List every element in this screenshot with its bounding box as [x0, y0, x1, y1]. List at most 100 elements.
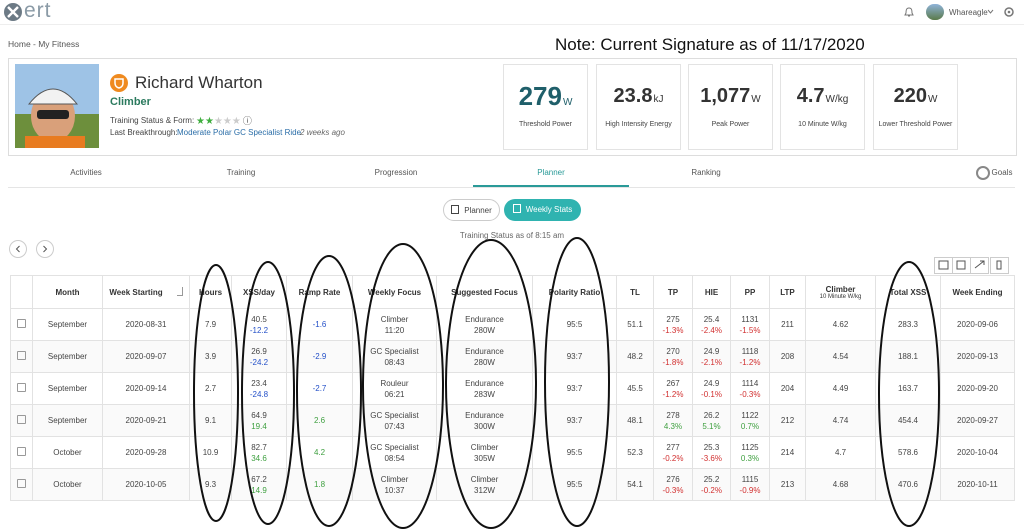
- cell-text: 163.7: [897, 384, 919, 393]
- tab-divider: [8, 187, 1015, 188]
- row-checkbox[interactable]: [17, 382, 26, 392]
- cell-text: 188.1: [897, 352, 919, 361]
- header-cell: Total XSS: [875, 275, 941, 309]
- table-cell: 277 -0.2%: [653, 436, 693, 469]
- cell-text: 93:7: [566, 384, 583, 393]
- table-cell: 213: [769, 468, 806, 501]
- cell-main: 277: [666, 442, 680, 452]
- cell-main: 24.9: [703, 346, 720, 356]
- breadcrumb: Home - My Fitness: [8, 39, 80, 49]
- settings-icon[interactable]: [1003, 6, 1015, 18]
- cell-text: 4.54: [832, 352, 849, 361]
- logo-text: ert: [24, 0, 52, 22]
- cell-main: Endurance: [465, 378, 504, 388]
- bell-icon[interactable]: [904, 7, 914, 18]
- pager[interactable]: [8, 240, 58, 260]
- row-checkbox[interactable]: [17, 350, 26, 360]
- table-cell: 40.5 -12.2: [231, 308, 287, 341]
- cell-text: 578.6: [897, 448, 919, 457]
- table-cell: 1131 -1.5%: [730, 308, 770, 341]
- table-cell: 275 -1.3%: [653, 308, 693, 341]
- tab[interactable]: Ranking: [691, 168, 721, 177]
- chevron[interactable]: [987, 9, 994, 15]
- cell-main: 1122: [741, 410, 759, 420]
- tab[interactable]: Progression: [374, 168, 418, 177]
- row-checkbox[interactable]: [17, 446, 26, 456]
- table-cell: 9.1: [189, 404, 232, 437]
- sort-icon[interactable]: [176, 287, 183, 296]
- stat-unit: W: [751, 94, 761, 105]
- table-cell: September: [32, 340, 103, 373]
- stat-box: 4.7W/kg 10 Minute W/kg: [780, 64, 865, 150]
- stat-box: 220W Lower Threshold Power: [873, 64, 958, 150]
- help-icon[interactable]: ⓘ: [242, 116, 252, 126]
- table-cell: 45.5: [616, 372, 654, 405]
- checkbox-cell: [10, 372, 33, 405]
- cell-text: 2020-09-28: [125, 448, 167, 457]
- cell-text: 2020-10-05: [125, 480, 167, 489]
- cell-text: 93:7: [566, 416, 583, 425]
- cell-main: 25.2: [703, 474, 720, 484]
- table-row: October 2020-10-05 9.3 67.2 14.9 1.8 Climber 10…: [10, 468, 1015, 501]
- stat-value-line: 23.8kJ: [597, 85, 680, 108]
- avatar[interactable]: [926, 4, 944, 20]
- row-checkbox[interactable]: [17, 478, 26, 488]
- toggle-button[interactable]: Weekly Stats: [504, 199, 581, 221]
- checkbox-cell: [10, 436, 33, 469]
- table-cell: 454.4: [875, 404, 941, 437]
- stat-label: Lower Threshold Power: [878, 121, 953, 128]
- cell-sub: 300W: [474, 421, 495, 431]
- tab[interactable]: Goals: [991, 168, 1013, 177]
- table-cell: 9.3: [189, 468, 232, 501]
- table-cell: 2020-09-06: [940, 308, 1015, 341]
- table-cell: 1114 -0.3%: [730, 372, 770, 405]
- checkbox-cell: [10, 468, 33, 501]
- cell-main: 64.9: [251, 410, 267, 420]
- toggle-button[interactable]: Planner: [443, 199, 500, 221]
- cell-text: 2020-09-07: [125, 352, 167, 361]
- table-cell: 270 -1.8%: [653, 340, 693, 373]
- cell-text: October: [53, 480, 82, 489]
- table-cell: 2020-10-05: [102, 468, 190, 501]
- user-name[interactable]: Whareagle: [949, 8, 988, 17]
- cell-sub: 0.7%: [740, 421, 760, 431]
- table-cell: September: [32, 308, 103, 341]
- cell-text: 470.6: [897, 480, 919, 489]
- goals-icon[interactable]: [976, 166, 990, 180]
- cell-text: 3.9: [204, 352, 217, 361]
- table-tools[interactable]: [934, 257, 1010, 274]
- cell-sub: -0.3%: [662, 485, 684, 495]
- table-cell: 208: [769, 340, 806, 373]
- cell-text: September: [47, 352, 88, 361]
- tab[interactable]: Training: [226, 168, 256, 177]
- cell-main: 40.5: [251, 314, 267, 324]
- stat-value-line: 220W: [874, 85, 957, 108]
- breakthrough-link[interactable]: Moderate Polar GC Specialist Ride: [177, 128, 302, 137]
- cell-sub: 08:43: [384, 357, 405, 367]
- table-cell: 163.7: [875, 372, 941, 405]
- tab[interactable]: Planner: [537, 168, 565, 177]
- row-checkbox[interactable]: [17, 414, 26, 424]
- cell-sub: -3.6%: [701, 453, 722, 463]
- table-cell: 2020-08-31: [102, 308, 190, 341]
- cell-text: 2020-09-06: [957, 320, 998, 329]
- tab[interactable]: Activities: [70, 168, 102, 177]
- table-cell: 470.6: [875, 468, 941, 501]
- table-cell: 64.9 19.4: [231, 404, 287, 437]
- table-cell: 4.68: [805, 468, 876, 501]
- header-cell: LTP: [769, 275, 806, 309]
- cell-text: 211: [781, 320, 794, 329]
- toggle-label: Weekly Stats: [525, 205, 573, 214]
- breakthrough-label: Last Breakthrough:: [110, 128, 178, 137]
- cell-main: 276: [666, 474, 680, 484]
- stat-unit: W: [927, 94, 938, 105]
- cell-sub: 11:20: [384, 325, 405, 335]
- cell-main: 25.3: [703, 442, 720, 452]
- cell-text: 208: [780, 352, 795, 361]
- cell-main: Climber: [380, 474, 409, 484]
- table-cell: 4.62: [805, 308, 876, 341]
- table-cell: 48.2: [616, 340, 654, 373]
- cell-text: 4.7: [834, 448, 847, 457]
- row-checkbox[interactable]: [17, 318, 26, 328]
- cell-main: 270: [666, 346, 680, 356]
